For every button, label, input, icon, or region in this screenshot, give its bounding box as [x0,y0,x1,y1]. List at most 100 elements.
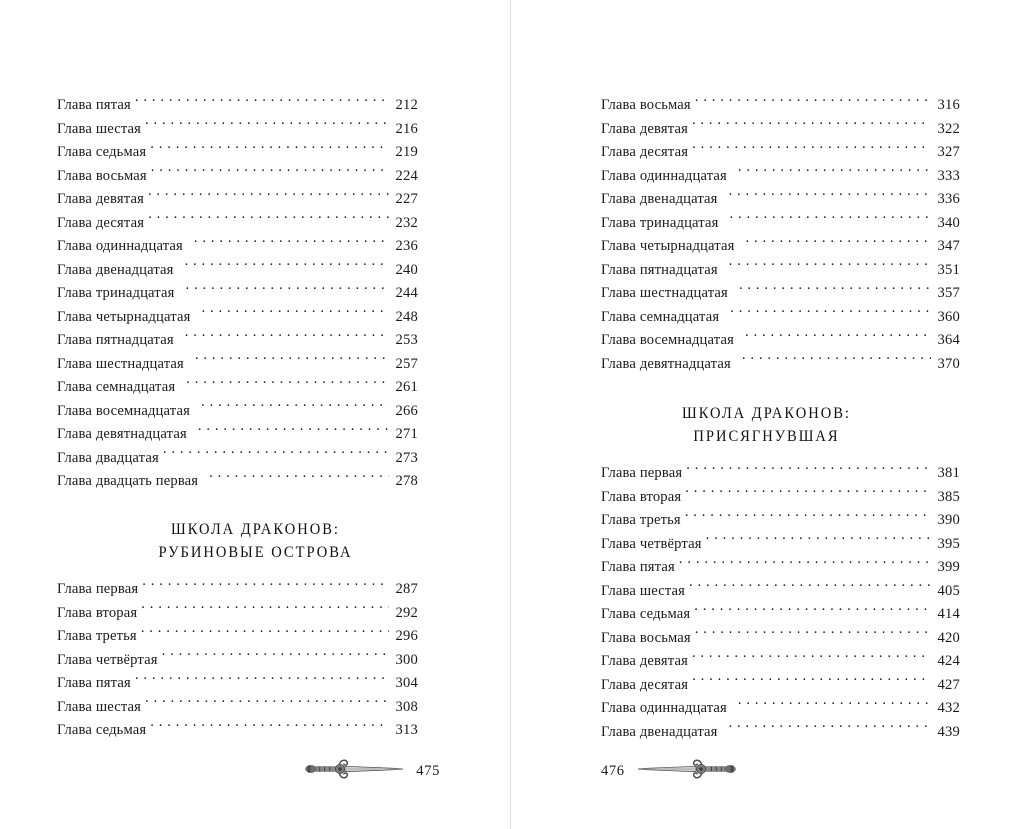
dagger-ornament-icon [304,757,404,786]
toc-entry[interactable]: Глава первая 381 [601,462,960,486]
toc-entry[interactable]: Глава восьмая 316 [601,94,960,118]
toc-entry[interactable]: Глава одиннадцатая 333 [601,165,960,189]
toc-entry-leader [145,118,389,133]
toc-entry-page-number: 364 [937,332,960,348]
toc-entry-page-number: 327 [937,144,960,160]
toc-entry-title: Глава третья [57,628,137,644]
toc-entry-page-number: 296 [395,628,418,644]
toc-entry-leader [186,376,389,391]
toc-entry[interactable]: Глава шестая 216 [57,118,418,142]
toc-entry-leader [163,447,389,462]
toc-entry-page-number: 266 [395,402,418,419]
toc-entry-title: Глава седьмая [57,722,147,738]
toc-entry[interactable]: Глава четвёртая 300 [57,649,418,673]
toc-entry[interactable]: Глава десятая 232 [57,212,418,236]
toc-entry-page-number: 232 [395,214,418,231]
toc-entry-title: Глава тринадцатая [601,214,719,231]
toc-entry[interactable]: Глава четвёртая 395 [601,533,960,557]
toc-entry[interactable]: Глава седьмая 414 [601,603,960,627]
toc-entry[interactable]: Глава одиннадцатая 236 [57,235,418,259]
toc-entry-title: Глава первая [601,465,683,481]
toc-entry-leader [692,650,931,665]
toc-entry[interactable]: Глава пятнадцатая 253 [57,329,418,353]
toc-entry[interactable]: Глава вторая 385 [601,486,960,510]
toc-entry[interactable]: Глава третья 296 [57,625,418,649]
toc-entry[interactable]: Глава шестая 308 [57,696,418,720]
toc-entry[interactable]: Глава тринадцатая 340 [601,212,960,236]
toc-entry[interactable]: Глава двенадцатая 336 [601,188,960,212]
toc-entry-page-number: 257 [395,355,418,372]
toc-entry[interactable]: Глава девятнадцатая 271 [57,423,418,447]
toc-entry[interactable]: Глава четырнадцатая 248 [57,306,418,330]
toc-entry-page-number: 427 [937,676,960,693]
toc-entry-leader [730,306,931,321]
toc-entry-title: Глава восьмая [601,97,691,113]
toc-entry[interactable]: Глава шестнадцатая 357 [601,282,960,306]
toc-entry-leader [729,259,931,274]
toc-entry-title: Глава двенадцатая [601,191,718,207]
toc-entry[interactable]: Глава пятая 212 [57,94,418,118]
toc-entry-page-number: 224 [395,167,418,184]
toc-entry-leader [150,719,389,734]
toc-entry-leader [729,721,931,736]
toc-entry[interactable]: Глава пятнадцатая 351 [601,259,960,283]
toc-entry[interactable]: Глава девятая 322 [601,118,960,142]
toc-entry-page-number: 316 [937,97,960,113]
toc-entry-page-number: 414 [937,606,960,622]
toc-entry-leader [738,697,931,712]
toc-entry-title: Глава двадцать первая [57,473,199,489]
toc-entry[interactable]: Глава девятнадцатая 370 [601,353,960,377]
toc-entry[interactable]: Глава десятая 327 [601,141,960,165]
toc-entry-leader [739,282,931,297]
toc-entry-page-number: 360 [937,308,960,325]
toc-list-sworn: Глава первая 381 Глава вторая 385 Глава трет… [601,462,960,744]
toc-entry[interactable]: Глава восемнадцатая 266 [57,400,418,424]
toc-entry-leader [135,94,389,109]
page-left: Глава пятая 212 Глава шестая 216 Глава седьм… [0,0,511,829]
toc-entry-page-number: 333 [937,167,960,184]
toc-entry-leader [145,696,389,711]
toc-entry-title: Глава пятая [57,675,131,691]
toc-entry[interactable]: Глава вторая 292 [57,602,418,626]
toc-entry[interactable]: Глава десятая 427 [601,674,960,698]
toc-entry[interactable]: Глава седьмая 219 [57,141,418,165]
toc-entry-page-number: 273 [395,449,418,466]
toc-entry-title: Глава третья [601,512,681,528]
toc-entry-title: Глава восемнадцатая [601,332,734,348]
toc-entry[interactable]: Глава третья 390 [601,509,960,533]
toc-entry[interactable]: Глава пятая 399 [601,556,960,580]
toc-entry-page-number: 313 [395,722,418,738]
toc-entry[interactable]: Глава восьмая 224 [57,165,418,189]
toc-entry[interactable]: Глава девятая 227 [57,188,418,212]
toc-entry-title: Глава пятнадцатая [601,261,718,278]
toc-entry[interactable]: Глава восемнадцатая 364 [601,329,960,353]
toc-entry[interactable]: Глава тринадцатая 244 [57,282,418,306]
toc-entry[interactable]: Глава пятая 304 [57,672,418,696]
toc-entry-leader [706,533,931,548]
toc-entry-title: Глава тринадцатая [57,285,175,301]
toc-entry[interactable]: Глава одиннадцатая 432 [601,697,960,721]
toc-entry[interactable]: Глава шестнадцатая 257 [57,353,418,377]
toc-entry-title: Глава десятая [601,676,689,693]
toc-entry-title: Глава одиннадцатая [601,700,727,716]
toc-entry-page-number: 219 [395,144,418,160]
toc-entry-leader [729,188,931,203]
toc-entry-title: Глава девятая [57,191,144,207]
toc-entry-page-number: 278 [395,473,418,489]
toc-entry[interactable]: Глава шестая 405 [601,580,960,604]
toc-entry[interactable]: Глава восьмая 420 [601,627,960,651]
toc-entry[interactable]: Глава семнадцатая 261 [57,376,418,400]
toc-list-continued-right: Глава восьмая316Глава девятая322Глава де… [601,94,960,376]
toc-entry-leader [692,674,931,689]
section-heading-line-2: РУБИНОВЫЕ ОСТРОВА [158,544,353,561]
toc-entry[interactable]: Глава первая 287 [57,578,418,602]
toc-entry[interactable]: Глава двенадцатая 439 [601,721,960,745]
toc-entry[interactable]: Глава четырнадцатая 347 [601,235,960,259]
footer-right: 476 [601,758,1022,784]
toc-entry[interactable]: Глава седьмая 313 [57,719,418,743]
toc-entry[interactable]: Глава двенадцатая 240 [57,259,418,283]
toc-entry[interactable]: Глава семнадцатая 360 [601,306,960,330]
toc-entry[interactable]: Глава девятая 424 [601,650,960,674]
toc-entry[interactable]: Глава двадцать первая 278 [57,470,418,494]
toc-entry[interactable]: Глава двадцатая 273 [57,447,418,471]
